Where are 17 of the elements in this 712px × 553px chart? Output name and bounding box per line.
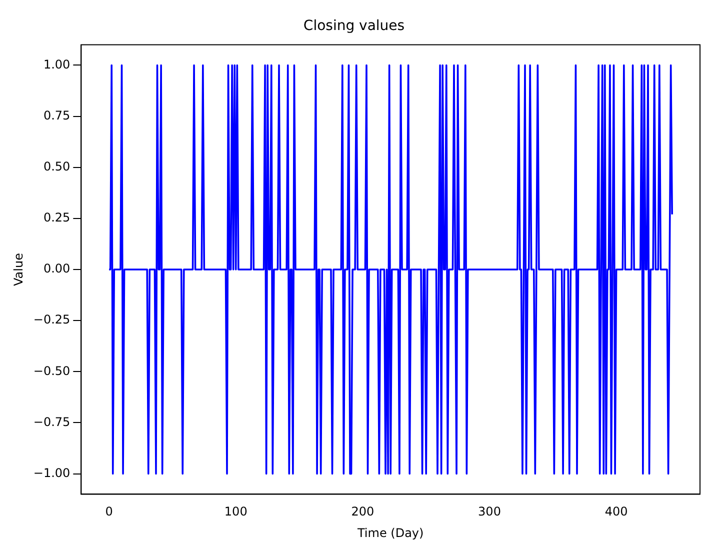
y-tick-label: −0.25 — [33, 312, 70, 327]
x-tick-label: 100 — [224, 504, 248, 519]
x-tick-label: 400 — [604, 504, 628, 519]
y-tick-label: 0.75 — [43, 108, 70, 122]
y-tick-label: 0.25 — [43, 210, 70, 225]
y-tick-label: 0.00 — [43, 262, 70, 276]
x-tick-label: 200 — [351, 504, 374, 519]
y-tick-label: −1.00 — [33, 466, 70, 480]
chart-title: Closing values — [303, 18, 405, 34]
y-axis-title: Value — [11, 253, 26, 286]
x-axis-title: Time (Day) — [356, 526, 424, 540]
y-tick-label: 1.00 — [43, 57, 70, 72]
y-tick-label: −0.75 — [33, 414, 70, 429]
x-tick-label: 0 — [105, 504, 113, 519]
y-tick-label: −0.50 — [33, 364, 70, 378]
y-tick-label: 0.50 — [43, 159, 70, 174]
x-tick-label: 300 — [478, 504, 501, 519]
